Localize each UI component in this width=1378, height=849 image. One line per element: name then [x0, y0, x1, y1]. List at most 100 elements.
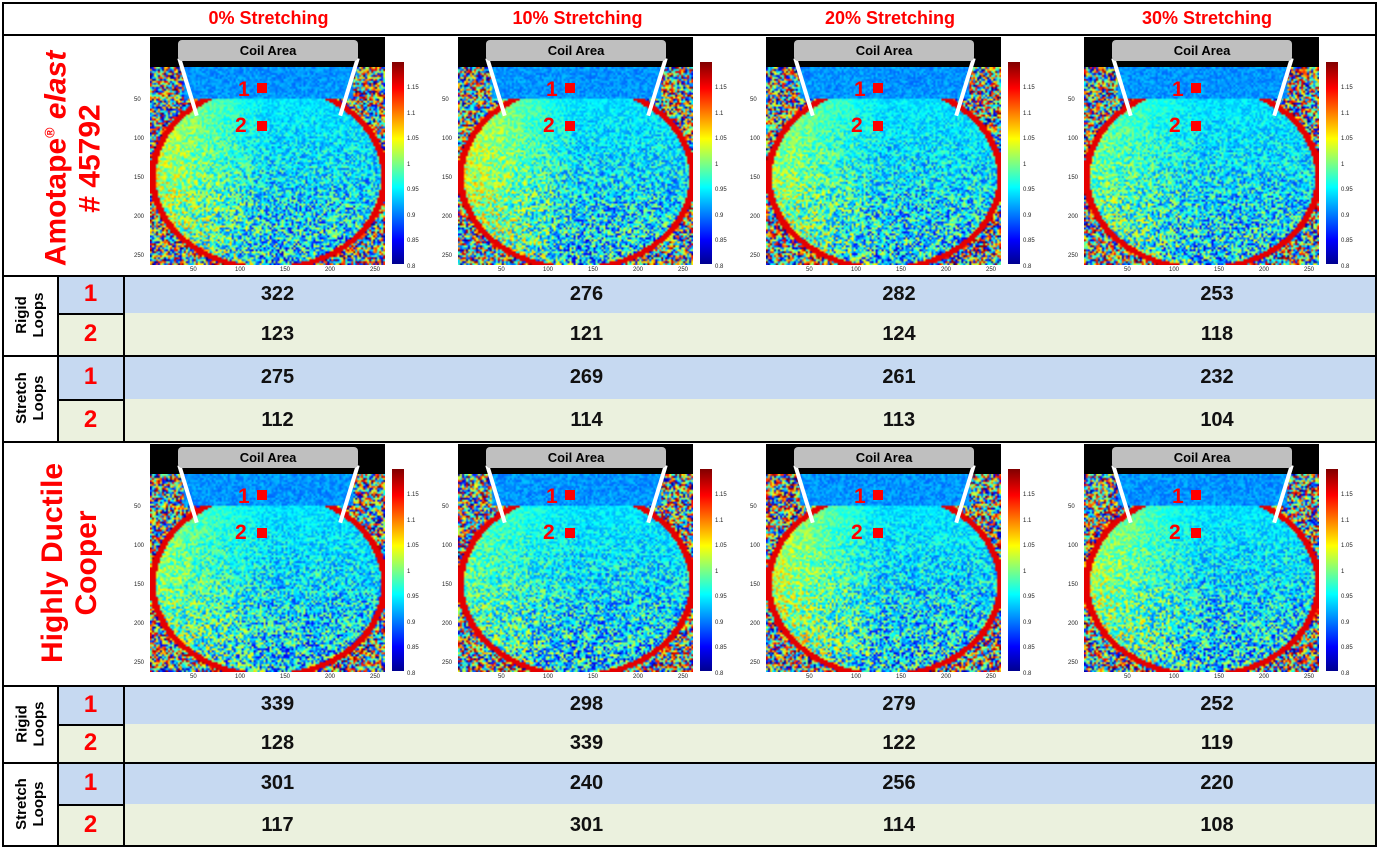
value-cell: 117 [261, 814, 294, 836]
column-header: 0% Stretching [208, 8, 329, 28]
x-tick: 100 [1169, 674, 1180, 680]
y-tick: 100 [1068, 543, 1079, 549]
colorbar-tick: 0.95 [407, 594, 419, 600]
x-tick: 200 [941, 267, 952, 273]
y-tick: 100 [750, 136, 761, 142]
value-cell: 256 [882, 772, 916, 794]
material-name-line2: # 45792 [73, 103, 107, 213]
value-cell: 123 [260, 323, 295, 345]
marker-2-point [1191, 528, 1201, 538]
value-cell: 276 [569, 283, 604, 305]
colorbar-tick: 1 [715, 161, 719, 168]
table-row [124, 724, 1376, 762]
marker-2-point [257, 121, 267, 131]
colorbar-tick: 0.85 [715, 645, 727, 651]
value-cell: 128 [260, 732, 295, 754]
table-row [124, 355, 1376, 399]
marker-2-point [257, 528, 267, 538]
group-label-line1: Rigid [13, 704, 30, 743]
y-tick: 150 [750, 175, 761, 181]
table-row [124, 762, 1376, 804]
colorbar [1326, 62, 1338, 264]
y-tick: 200 [442, 621, 453, 627]
y-tick: 250 [750, 253, 761, 259]
colorbar-tick: 0.9 [1341, 619, 1350, 626]
group-label-line2: Loops [30, 375, 47, 421]
point-id: 1 [57, 685, 124, 724]
group-label-line2: Loops [30, 701, 47, 746]
value-cell: 114 [570, 409, 603, 431]
marker-2-point [1191, 121, 1201, 131]
value-cell: 322 [260, 283, 295, 305]
colorbar-tick: 0.85 [1341, 238, 1353, 244]
coil-area-label: Coil Area [1112, 40, 1292, 61]
colorbar-tick: 1.1 [1341, 110, 1350, 117]
grid-line [3, 685, 1377, 687]
colorbar-tick: 1.15 [1023, 492, 1035, 498]
colorbar-tick: 1.1 [1341, 517, 1350, 524]
x-tick: 150 [588, 267, 599, 273]
colorbar-tick: 1.15 [407, 492, 419, 498]
y-tick: 150 [442, 175, 453, 181]
marker-1-label: 1 [238, 485, 250, 508]
heatmap-panel: Coil Area 1 2 1.15 1.1 1.05 1 0.95 0.9 0.85 0.8 50 1… [442, 37, 748, 277]
value-cell: 339 [569, 732, 604, 754]
value-cell: 252 [1200, 693, 1234, 715]
colorbar-tick: 0.9 [407, 619, 416, 626]
value-cell: 113 [882, 409, 916, 431]
x-tick: 100 [543, 674, 554, 680]
colorbar-tick: 0.95 [1341, 187, 1353, 193]
loop-group-label: Stretch Loops [13, 762, 47, 846]
x-tick: 200 [325, 267, 336, 273]
y-tick: 50 [134, 97, 141, 103]
y-tick: 250 [1068, 660, 1079, 666]
heatmap-panel: Coil Area 1 2 1.15 1.1 1.05 1 0.95 0.9 0.85 0.8 50 1… [442, 444, 748, 684]
y-tick: 150 [1068, 175, 1079, 181]
column-header: 20% Stretching [824, 8, 956, 28]
value-cell: 121 [569, 323, 604, 345]
y-tick: 200 [1068, 621, 1079, 627]
colorbar-tick: 0.95 [1023, 187, 1035, 193]
value-cell: 261 [882, 366, 916, 388]
x-tick: 100 [1169, 267, 1180, 273]
value-cell: 114 [882, 814, 916, 836]
material-name-line1: Amotape® elast [33, 38, 74, 278]
x-tick: 150 [1214, 674, 1225, 680]
loop-group-label: Stretch Loops [13, 355, 47, 441]
material-name: Amotape [39, 137, 73, 266]
x-tick: 250 [678, 267, 689, 273]
marker-1-label: 1 [1172, 485, 1184, 508]
table-row [124, 313, 1376, 355]
colorbar-tick: 1 [407, 568, 411, 575]
coil-area-label: Coil Area [794, 447, 974, 468]
x-tick: 150 [896, 674, 907, 680]
coil-area-label: Coil Area [486, 447, 666, 468]
coil-area-label: Coil Area [178, 447, 358, 468]
colorbar-tick: 1.15 [1341, 492, 1353, 498]
material-name-italic: elast [39, 50, 73, 119]
colorbar-tick: 1 [407, 161, 411, 168]
grid-line [57, 724, 124, 726]
colorbar-tick: 1.1 [407, 517, 416, 524]
value-cell: 108 [1200, 814, 1234, 836]
point-id: 1 [57, 355, 124, 399]
y-tick: 200 [442, 214, 453, 220]
value-cell: 301 [569, 814, 604, 836]
colorbar-tick: 0.9 [715, 212, 724, 219]
colorbar-tick: 1.05 [1341, 543, 1353, 549]
grid-line [123, 685, 125, 846]
colorbar-tick: 0.9 [1023, 212, 1032, 219]
colorbar-tick: 0.85 [407, 238, 419, 244]
strain-heatmap [1084, 67, 1319, 265]
colorbar [392, 469, 404, 671]
x-tick: 250 [370, 267, 381, 273]
y-tick: 50 [442, 504, 449, 510]
marker-2-point [565, 528, 575, 538]
value-cell: 339 [260, 693, 295, 715]
point-id: 2 [57, 724, 124, 762]
marker-1-point [1191, 83, 1201, 93]
value-cell: 118 [1200, 323, 1234, 345]
colorbar-tick: 0.8 [1023, 263, 1032, 270]
column-header: 10% Stretching [512, 8, 643, 28]
value-cell: 275 [260, 366, 295, 388]
